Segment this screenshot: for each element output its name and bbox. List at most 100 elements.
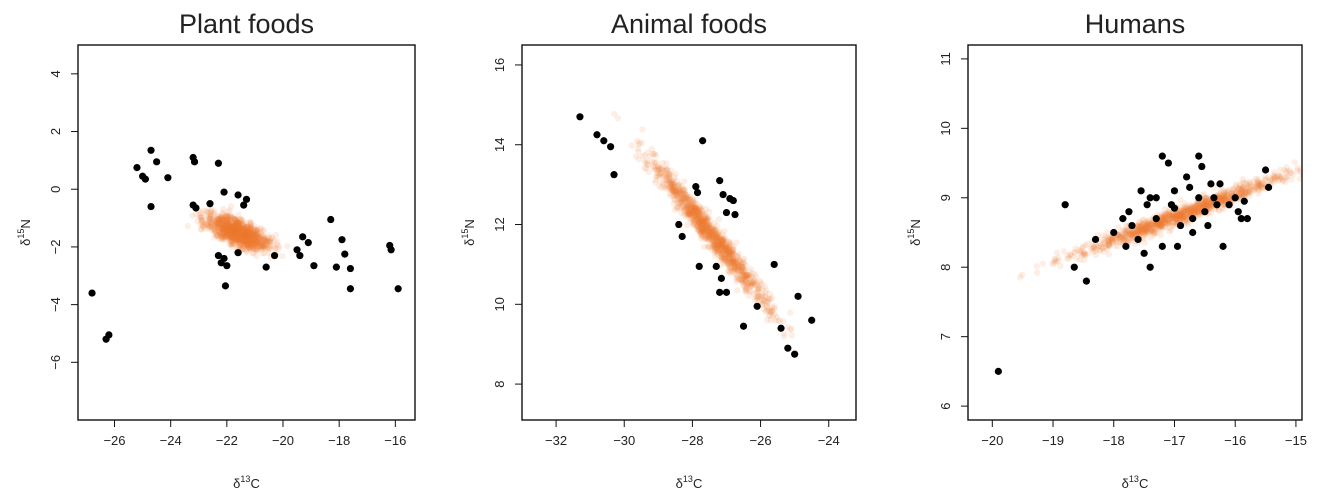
cloud-point [236,233,244,241]
cloud-point [690,209,698,216]
cloud-point [230,230,237,237]
cloud-point [759,296,766,304]
cloud-point [221,230,229,237]
cloud-point [255,239,262,247]
cloud-point [677,194,684,201]
cloud-point [237,220,244,227]
cloud-point [1195,212,1202,219]
cloud-point [685,203,692,210]
cloud-point [247,223,254,230]
cloud-point [234,229,241,236]
cloud-point [696,220,703,227]
cloud-point [260,236,267,243]
cloud-point [214,216,221,223]
cloud-point [226,227,234,235]
cloud-point [239,227,247,235]
cloud-point [682,202,689,209]
cloud-point [1297,167,1302,174]
cloud-point [1238,184,1245,192]
cloud-point [1181,205,1188,213]
cloud-point [698,223,705,231]
cloud-point [205,225,212,232]
cloud-point [1129,233,1136,241]
cloud-point [1188,205,1195,213]
cloud-point [242,242,249,250]
cloud-point [721,254,729,262]
cloud-point [1233,189,1240,196]
cloud-point [1161,219,1169,227]
cloud-point [734,266,742,273]
cloud-point [1269,177,1276,184]
cloud-point [684,195,692,202]
cloud-point [722,256,729,263]
cloud-point [199,220,206,227]
cloud-point [1105,242,1113,249]
cloud-point [230,228,237,235]
cloud-point [695,217,703,225]
cloud-point [1168,226,1175,234]
cloud-point [1179,212,1187,220]
cloud-point [1237,190,1245,197]
cloud-point [684,195,691,202]
cloud-point [236,235,243,242]
cloud-point [684,207,692,214]
cloud-point [765,312,773,319]
cloud-point [1139,216,1147,224]
cloud-point [216,217,223,224]
cloud-point [241,242,248,249]
cloud-point [1218,195,1226,202]
cloud-point [1159,218,1166,225]
cloud-point [635,141,643,148]
data-point [1176,221,1185,230]
cloud-point [723,247,730,254]
cloud-point [678,203,685,210]
cloud-point [1216,191,1223,198]
cloud-point [725,253,732,260]
x-axis-label: δ13C [676,474,703,491]
cloud-point [682,190,689,198]
cloud-point [715,233,722,240]
cloud-point [749,279,756,286]
cloud-point [711,247,719,255]
cloud-point [223,226,230,233]
cloud-point [197,221,204,228]
cloud-point [243,229,251,237]
cloud-point [669,189,677,196]
cloud-point [1151,225,1159,233]
cloud-point [1155,221,1162,228]
x-tick-label: −18 [328,433,350,448]
cloud-point [232,216,239,224]
cloud-point [1084,240,1091,248]
cloud-point [1143,221,1150,228]
cloud-point [1160,217,1167,224]
cloud-point [683,210,691,218]
data-point [1140,249,1148,257]
cloud-point [243,241,251,248]
cloud-point [201,220,209,227]
cloud-point [257,236,264,244]
cloud-point [697,229,704,236]
cloud-point [1149,221,1156,228]
cloud-point [715,246,722,254]
cloud-point [236,229,243,237]
cloud-point [232,228,239,235]
cloud-point [693,205,700,212]
cloud-point [670,186,677,193]
cloud-point [1221,192,1228,199]
cloud-point [242,233,250,240]
cloud-point [211,228,219,235]
cloud-point [241,229,248,237]
cloud-point [227,232,234,240]
cloud-point [232,231,239,239]
cloud-point [700,211,708,218]
cloud-point [231,226,239,234]
cloud-point [729,248,736,255]
cloud-point [218,236,226,243]
cloud-point [1127,235,1134,242]
cloud-point [691,207,698,214]
panel-1: Plant foods−26 −24 −22 −20 −18 −16−6−4−2024δ1… [16,9,416,491]
cloud-point [1140,216,1147,223]
cloud-point [223,235,231,243]
cloud-point [223,216,230,223]
data-point [270,251,279,260]
